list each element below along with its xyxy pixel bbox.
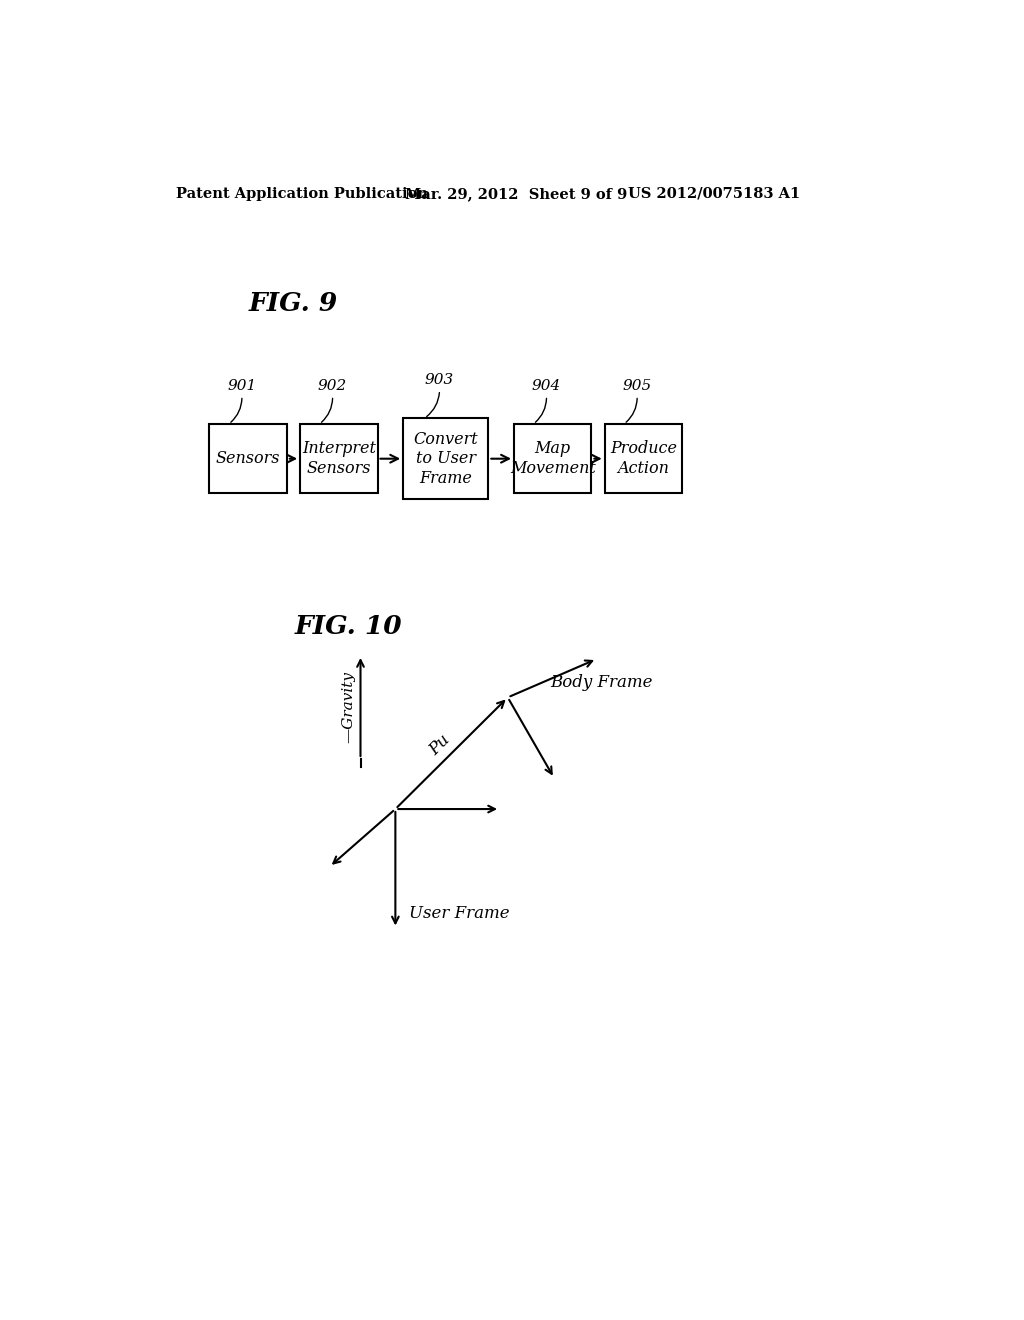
Text: Produce
Action: Produce Action [610,441,677,477]
Text: Body Frame: Body Frame [550,675,653,692]
Text: 904: 904 [531,379,561,393]
Text: 905: 905 [623,379,652,393]
Text: FIG. 10: FIG. 10 [295,614,402,639]
Text: FIG. 9: FIG. 9 [248,290,337,315]
Text: US 2012/0075183 A1: US 2012/0075183 A1 [628,187,800,201]
Text: User Frame: User Frame [410,906,510,923]
Text: Map
Movement: Map Movement [510,441,596,477]
Text: Patent Application Publication: Patent Application Publication [176,187,428,201]
FancyBboxPatch shape [403,418,488,499]
Text: 903: 903 [425,374,455,388]
Text: Pu: Pu [426,731,454,759]
Text: 902: 902 [318,379,347,393]
Text: Interpret
Sensors: Interpret Sensors [302,441,376,477]
Text: Sensors: Sensors [216,450,281,467]
FancyBboxPatch shape [300,424,378,494]
FancyBboxPatch shape [604,424,682,494]
Text: —Gravity: —Gravity [342,671,356,743]
FancyBboxPatch shape [209,424,287,494]
Text: Convert
to User
Frame: Convert to User Frame [414,430,478,487]
Text: Mar. 29, 2012  Sheet 9 of 9: Mar. 29, 2012 Sheet 9 of 9 [406,187,628,201]
Text: 901: 901 [227,379,257,393]
FancyBboxPatch shape [514,424,592,494]
